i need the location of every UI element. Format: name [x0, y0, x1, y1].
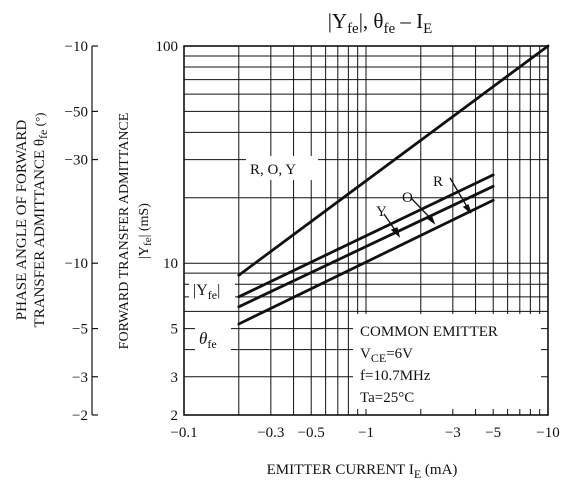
y-tick-label: 2 [171, 408, 179, 424]
series-line-o [237, 184, 495, 309]
y2-tick-label: −2 [72, 408, 88, 424]
yfe-label-bg [189, 276, 235, 302]
y2-tick-label: −10 [65, 256, 88, 272]
y-tick-label: 5 [171, 322, 179, 338]
series-line-y [237, 198, 495, 326]
r-series-label: R [433, 174, 443, 190]
x-tick-label: −0.1 [170, 425, 197, 441]
y2-tick-label: −5 [72, 322, 88, 338]
ryo-label: R, O, Y [250, 162, 296, 178]
y2-tick-label: −30 [65, 153, 88, 169]
x-tick-label: −10 [536, 425, 559, 441]
svg-text:f=10.7MHz: f=10.7MHz [360, 368, 431, 384]
x-tick-labels: −0.1 −0.3 −0.5 −1 −3 −5 −10 [170, 425, 559, 441]
x-axis-label: EMITTER CURRENT IE (mA) [267, 462, 458, 481]
y2-tick-label: −3 [72, 370, 88, 386]
yfe-label: |Yfe| [193, 282, 220, 302]
o-series-label: O [402, 190, 413, 206]
svg-text:VCE=6V: VCE=6V [360, 346, 413, 365]
y-axis-label: FORWARD TRANSFER ADMITTANCE |Yfe| (mS) [117, 113, 154, 350]
svg-text:Ta=25°C: Ta=25°C [360, 390, 414, 406]
y2-axis-label: PHASE ANGLE OF FORWARD TRANSFER ADMITTAN… [14, 113, 50, 328]
y2-axis: −2 −3 −5 −10 −30 −50 −10 [65, 39, 98, 424]
x-tick-label: −0.3 [257, 425, 284, 441]
series-line-r [237, 173, 495, 299]
svg-text:FORWARD TRANSFER ADMITTANCE: FORWARD TRANSFER ADMITTANCE [117, 113, 132, 350]
x-tick-label: −0.5 [298, 425, 325, 441]
annotation-arrows [383, 177, 472, 238]
y2-tick-label: −10 [65, 39, 88, 55]
svg-text:PHASE ANGLE OF FORWARD: PHASE ANGLE OF FORWARD [14, 120, 30, 321]
y-tick-labels: 2 3 5 10 100 [156, 39, 179, 424]
y-tick-label: 10 [163, 256, 178, 272]
y-tick-label: 100 [156, 39, 179, 55]
svg-text:TRANSFER ADMITTANCE θfe (°): TRANSFER ADMITTANCE θfe (°) [32, 113, 50, 328]
plot-frame [183, 45, 549, 416]
series-line-ryo [237, 44, 550, 277]
theta-label-bg [195, 326, 231, 352]
x-tick-label: −1 [358, 425, 374, 441]
y-tick-label: 3 [171, 370, 179, 386]
legend-box: COMMON EMITTER VCE=6V f=10.7MHz Ta=25°C [353, 314, 541, 409]
theta-label: θfe [199, 329, 217, 351]
x-tick-label: −5 [485, 425, 501, 441]
svg-text:|Yfe| (mS): |Yfe| (mS) [137, 203, 154, 259]
x-tick-label: −3 [445, 425, 461, 441]
y2-tick-label: −50 [65, 104, 88, 120]
series-layer [237, 44, 550, 326]
chart-title: |Yfe|, θfe – IE [328, 9, 433, 37]
y-series-label: Y [376, 204, 387, 220]
svg-text:COMMON EMITTER: COMMON EMITTER [360, 324, 498, 340]
ryo-label-bg [246, 156, 318, 180]
